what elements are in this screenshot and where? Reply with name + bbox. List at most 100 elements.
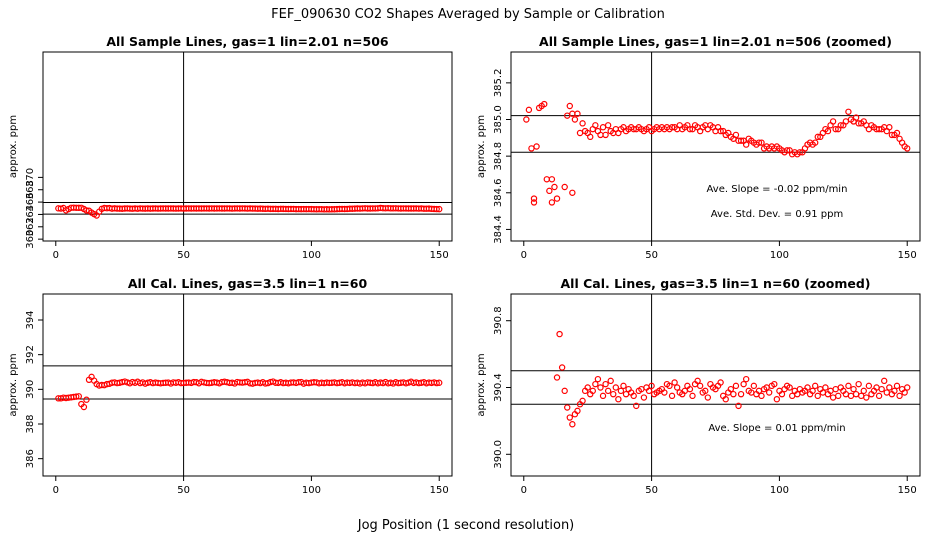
stat-annotation: Ave. Slope = -0.02 ppm/min — [707, 184, 848, 195]
data-point — [804, 384, 811, 391]
data-point — [83, 207, 90, 214]
data-point — [564, 404, 571, 411]
x-tick-label: 150 — [898, 485, 917, 496]
data-point — [604, 122, 612, 129]
data-point — [80, 403, 88, 411]
data-point — [587, 133, 594, 141]
y-axis-label: approx. ppm — [8, 115, 19, 178]
y-tick-label: 370 — [25, 168, 36, 187]
data-point — [523, 116, 530, 123]
data-point — [796, 149, 804, 156]
data-point — [881, 377, 888, 385]
data-point — [771, 380, 778, 388]
data-point — [778, 390, 786, 398]
data-point — [686, 385, 694, 393]
data-point — [75, 393, 82, 400]
data-point — [886, 124, 893, 131]
data-point — [569, 421, 576, 428]
y-tick-label: 390.4 — [493, 373, 504, 402]
data-point — [832, 385, 839, 393]
plot-frame — [42, 293, 453, 477]
y-tick-label: 386 — [25, 449, 36, 468]
y-tick-label: 384.8 — [493, 142, 504, 171]
data-point — [722, 395, 729, 403]
data-point — [599, 124, 607, 131]
y-axis-label: approx. ppm — [476, 115, 487, 178]
chart-panel-4: All Cal. Lines, gas=3.5 lin=1 n=60 (zoom… — [476, 276, 921, 496]
data-point — [829, 118, 837, 125]
data-point — [553, 195, 561, 202]
chart-panel-1: All Sample Lines, gas=1 lin=2.01 n=506 0 5… — [8, 34, 453, 261]
data-point — [863, 394, 870, 401]
plot-frame — [510, 51, 921, 242]
data-point — [896, 392, 903, 400]
data-point — [737, 137, 745, 144]
data-point — [579, 397, 586, 405]
x-tick-label: 100 — [770, 250, 789, 261]
data-point — [604, 387, 612, 395]
data-point — [742, 141, 750, 148]
y-tick-label: 384.4 — [493, 215, 504, 244]
data-point — [852, 390, 860, 398]
data-point — [865, 382, 873, 390]
data-point — [436, 379, 443, 386]
data-point — [622, 390, 630, 398]
data-point — [553, 374, 561, 381]
data-point — [666, 382, 673, 390]
data-point — [788, 392, 796, 400]
data-point — [758, 139, 765, 146]
data-point — [602, 131, 609, 139]
y-tick-label: 388 — [25, 414, 36, 433]
y-tick-label: 384.6 — [493, 178, 504, 207]
data-point — [576, 129, 584, 137]
data-point — [886, 384, 893, 391]
data-point — [561, 183, 568, 191]
data-point — [602, 380, 609, 388]
y-tick-label: 392 — [25, 345, 36, 364]
data-point — [671, 379, 678, 386]
data-point — [835, 392, 842, 400]
data-point — [620, 382, 627, 390]
data-point — [686, 125, 694, 133]
panel-title: All Cal. Lines, gas=3.5 lin=1 n=60 — [128, 276, 368, 291]
stat-annotation: Ave. Slope = 0.01 ppm/min — [708, 423, 845, 434]
data-point — [566, 414, 573, 421]
data-point — [735, 402, 742, 410]
data-point — [732, 382, 740, 390]
data-point — [883, 389, 890, 396]
data-point — [615, 395, 622, 403]
data-point — [574, 110, 581, 117]
data-point — [530, 199, 538, 206]
x-tick-label: 50 — [177, 250, 190, 261]
data-point — [571, 116, 579, 123]
plot-frame — [42, 51, 453, 242]
x-tick-label: 50 — [177, 485, 190, 496]
y-tick-label: 362 — [25, 217, 36, 236]
data-point — [694, 377, 701, 385]
y-tick-label: 385.2 — [493, 69, 504, 98]
x-tick-label: 50 — [645, 250, 658, 261]
data-point — [541, 100, 548, 108]
x-tick-label: 100 — [302, 250, 321, 261]
y-tick-label: 366 — [25, 193, 36, 212]
chart-panel-2: All Sample Lines, gas=1 lin=2.01 n=506 (… — [476, 34, 921, 261]
data-point — [436, 205, 443, 213]
data-point — [584, 384, 591, 391]
data-point — [875, 392, 883, 400]
data-point — [592, 122, 599, 129]
data-point — [845, 382, 852, 390]
data-point — [689, 392, 696, 400]
data-point — [832, 125, 839, 133]
x-tick-label: 0 — [521, 485, 527, 496]
data-point — [433, 205, 440, 213]
data-point — [786, 384, 793, 391]
data-point — [433, 379, 440, 387]
data-point — [850, 385, 857, 393]
data-point — [737, 390, 745, 398]
data-point — [758, 392, 765, 400]
data-point — [661, 389, 668, 396]
data-point — [607, 377, 614, 385]
data-point — [904, 384, 911, 391]
data-point — [597, 384, 604, 391]
